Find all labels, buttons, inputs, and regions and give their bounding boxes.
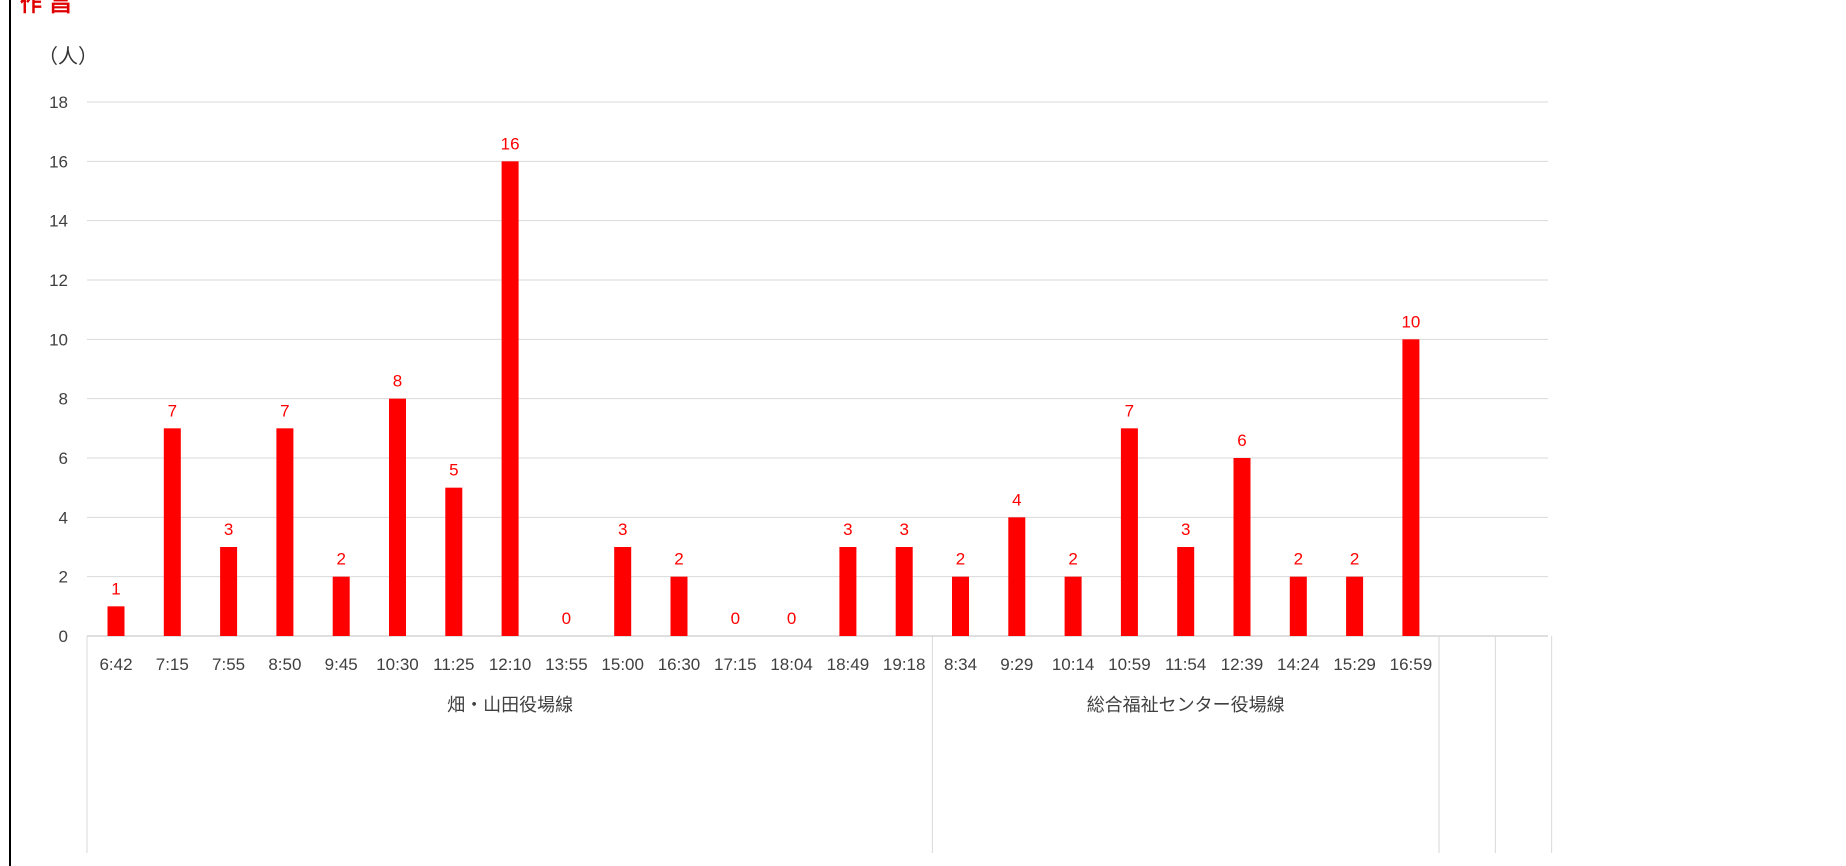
data-label: 2 bbox=[336, 550, 345, 569]
y-tick-label: 10 bbox=[49, 330, 68, 349]
y-tick-label: 6 bbox=[59, 449, 68, 468]
data-label: 2 bbox=[956, 550, 965, 569]
data-label: 4 bbox=[1012, 490, 1021, 509]
x-tick-label: 16:59 bbox=[1390, 655, 1433, 674]
x-tick-label: 8:50 bbox=[268, 655, 301, 674]
x-tick-label: 14:24 bbox=[1277, 655, 1320, 674]
bar bbox=[389, 398, 406, 636]
y-tick-label: 12 bbox=[49, 271, 68, 290]
data-label: 16 bbox=[501, 134, 520, 153]
y-tick-label: 18 bbox=[49, 93, 68, 112]
x-tick-label: 7:55 bbox=[212, 655, 245, 674]
x-tick-label: 15:29 bbox=[1333, 655, 1376, 674]
y-axis-unit-label: （人） bbox=[38, 44, 98, 68]
data-label: 10 bbox=[1401, 312, 1420, 331]
data-label: 2 bbox=[674, 550, 683, 569]
data-label: 7 bbox=[280, 401, 289, 420]
data-label: 2 bbox=[1294, 550, 1303, 569]
y-tick-label: 2 bbox=[59, 568, 68, 587]
x-tick-label: 6:42 bbox=[99, 655, 132, 674]
data-label: 0 bbox=[562, 609, 571, 628]
x-group-label: 総合福祉センター役場線 bbox=[1087, 695, 1285, 716]
bar bbox=[1064, 576, 1082, 636]
x-group-label: 畑・山田役場線 bbox=[447, 695, 573, 716]
data-label: 8 bbox=[393, 372, 402, 391]
data-label: 0 bbox=[731, 609, 740, 628]
bar bbox=[1177, 547, 1195, 636]
x-tick-label: 9:29 bbox=[1000, 655, 1033, 674]
chart-title: 作 昌 bbox=[20, 0, 72, 17]
bar bbox=[276, 428, 294, 636]
data-label: 3 bbox=[618, 520, 627, 539]
bar bbox=[1289, 576, 1307, 636]
bar bbox=[1402, 339, 1420, 636]
data-label: 0 bbox=[787, 609, 796, 628]
x-tick-label: 15:00 bbox=[601, 655, 644, 674]
data-label: 7 bbox=[168, 401, 177, 420]
data-label: 3 bbox=[224, 520, 233, 539]
bar bbox=[670, 576, 688, 636]
bar bbox=[107, 606, 125, 636]
x-tick-label: 12:39 bbox=[1221, 655, 1264, 674]
bar bbox=[501, 161, 519, 637]
y-tick-label: 16 bbox=[49, 152, 68, 171]
x-tick-label: 9:45 bbox=[325, 655, 358, 674]
bar bbox=[163, 428, 181, 636]
x-tick-label: 17:15 bbox=[714, 655, 757, 674]
bar bbox=[332, 576, 350, 636]
chart-frame bbox=[9, 0, 1845, 866]
x-tick-label: 12:10 bbox=[489, 655, 532, 674]
data-label: 2 bbox=[1068, 550, 1077, 569]
x-tick-label: 8:34 bbox=[944, 655, 977, 674]
bar bbox=[445, 487, 463, 636]
bar bbox=[1233, 458, 1251, 636]
bar bbox=[839, 547, 857, 636]
x-tick-label: 18:04 bbox=[770, 655, 813, 674]
x-tick-label: 10:30 bbox=[376, 655, 419, 674]
bar bbox=[1346, 576, 1364, 636]
data-label: 3 bbox=[843, 520, 852, 539]
data-label: 1 bbox=[111, 579, 120, 598]
data-label: 5 bbox=[449, 461, 458, 480]
bar bbox=[220, 547, 238, 636]
bar bbox=[614, 547, 632, 636]
y-tick-label: 8 bbox=[59, 390, 68, 409]
x-tick-label: 11:54 bbox=[1165, 655, 1206, 674]
data-label: 3 bbox=[1181, 520, 1190, 539]
y-tick-label: 0 bbox=[59, 627, 68, 646]
bar bbox=[1120, 428, 1138, 636]
data-label: 6 bbox=[1237, 431, 1246, 450]
x-tick-label: 10:59 bbox=[1108, 655, 1151, 674]
bar bbox=[895, 547, 913, 636]
x-tick-label: 11:25 bbox=[433, 655, 474, 674]
data-label: 7 bbox=[1125, 401, 1134, 420]
x-tick-label: 19:18 bbox=[883, 655, 926, 674]
x-tick-label: 18:49 bbox=[827, 655, 870, 674]
x-tick-label: 13:55 bbox=[545, 655, 588, 674]
data-label: 2 bbox=[1350, 550, 1359, 569]
bar bbox=[1008, 517, 1026, 636]
x-tick-label: 10:14 bbox=[1052, 655, 1095, 674]
y-tick-label: 4 bbox=[59, 508, 68, 527]
y-tick-label: 14 bbox=[49, 212, 68, 231]
data-label: 3 bbox=[899, 520, 908, 539]
x-tick-label: 7:15 bbox=[156, 655, 189, 674]
bar bbox=[952, 576, 969, 636]
x-tick-label: 16:30 bbox=[658, 655, 701, 674]
